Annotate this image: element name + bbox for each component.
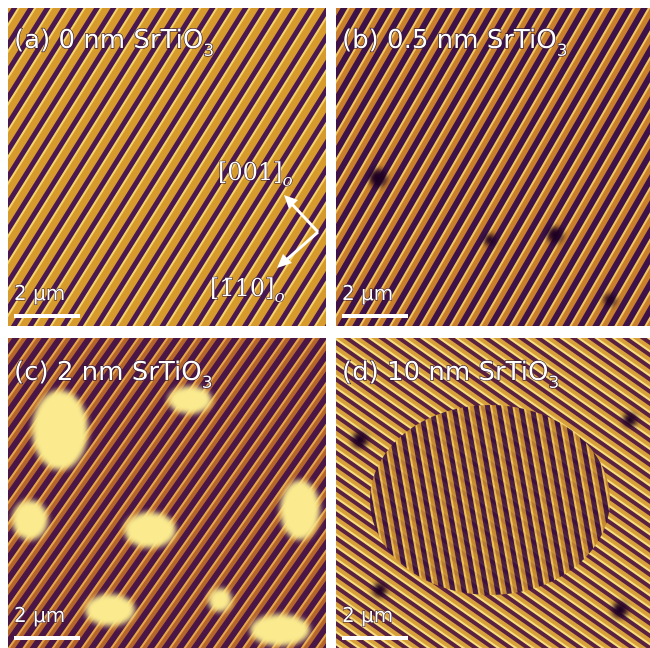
label-subscript: 3: [557, 41, 568, 61]
label-text: (b) 0.5 nm SrTiO: [342, 25, 557, 55]
label-text: (c) 2 nm SrTiO: [14, 357, 202, 387]
panel-d: (d) 10 nm SrTiO3 2 μm: [336, 338, 650, 648]
label-text: (a) 0 nm SrTiO: [14, 25, 203, 55]
direction-subscript: o: [283, 171, 293, 191]
panel-a: (a) 0 nm SrTiO3 [001]o [1̄10]o 2 μm: [8, 8, 326, 326]
direction-text: [001]: [218, 158, 283, 186]
scale-bar-label: 2 μm: [14, 603, 65, 627]
scale-bar-label: 2 μm: [342, 281, 393, 305]
panel-b: (b) 0.5 nm SrTiO3 2 μm: [336, 8, 650, 326]
figure: (a) 0 nm SrTiO3 [001]o [1̄10]o 2 μm (b) …: [0, 0, 650, 648]
scale-bar-label: 2 μm: [14, 281, 65, 305]
label-subscript: 3: [203, 41, 214, 61]
label-subscript: 3: [548, 373, 559, 393]
afm-image: [336, 8, 650, 326]
label-text: (d) 10 nm SrTiO: [342, 357, 548, 387]
domain-region: [370, 405, 610, 595]
direction-subscript: o: [275, 287, 285, 307]
scale-bar-label: 2 μm: [342, 603, 393, 627]
panel-c: (c) 2 nm SrTiO3 2 μm: [8, 338, 326, 648]
direction-text: [1̄10]: [210, 274, 275, 302]
label-subscript: 3: [202, 373, 213, 393]
